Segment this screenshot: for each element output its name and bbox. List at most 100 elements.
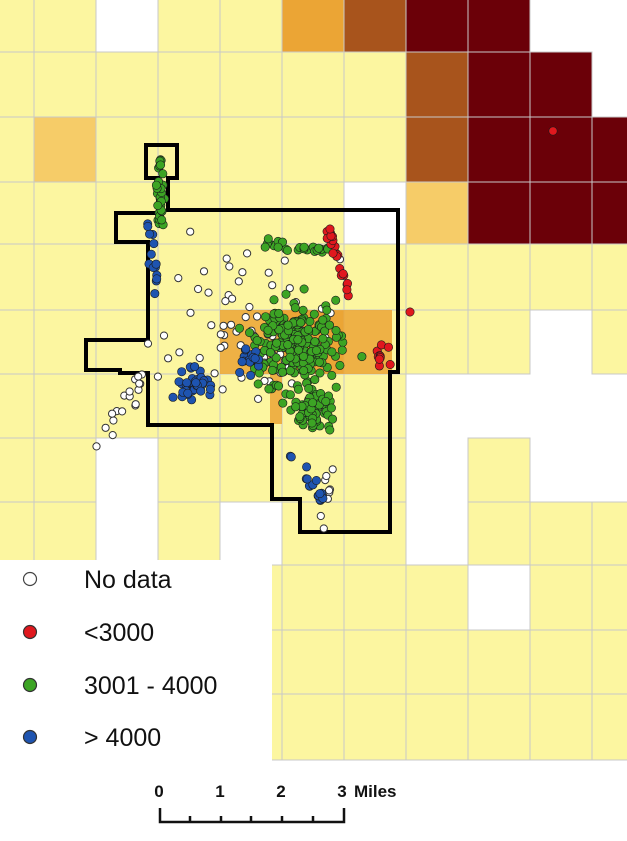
- point-under-3000: [325, 224, 335, 234]
- point-3001-4000: [261, 312, 271, 322]
- scale-tick-label-1: 1: [215, 782, 224, 801]
- point-3001-4000: [282, 245, 292, 255]
- grid-cell: [529, 564, 593, 631]
- grid-cell: [343, 243, 407, 311]
- grid-cell: [405, 564, 469, 631]
- point-3001-4000: [260, 242, 270, 252]
- point-under-3000: [548, 126, 558, 136]
- grid-cell: [281, 0, 345, 53]
- grid-cell: [219, 181, 283, 245]
- grid-cell: [529, 51, 593, 118]
- point-no-data: [238, 268, 247, 277]
- grid-cell: [405, 309, 469, 375]
- point-3001-4000: [314, 357, 324, 367]
- legend-symbol-no-data: [22, 571, 38, 587]
- grid-cell: [0, 243, 35, 311]
- point-3001-4000: [278, 398, 288, 408]
- point-3001-4000: [277, 367, 287, 377]
- grid-cell: [0, 501, 35, 566]
- grid-cell: [529, 243, 593, 311]
- grid-cell: [591, 501, 627, 566]
- point-no-data: [204, 288, 213, 297]
- grid-cell: [343, 116, 407, 183]
- city-boundary: [84, 143, 400, 534]
- point-3001-4000: [273, 242, 283, 252]
- grid-cell: [591, 693, 627, 761]
- point-no-data: [254, 394, 263, 403]
- grid-cell: [467, 181, 531, 245]
- grid-cell: [33, 181, 97, 245]
- grid-cell: [157, 243, 221, 311]
- grid-cell: [467, 437, 531, 503]
- point-no-data: [174, 274, 183, 283]
- grid-cell: [405, 116, 469, 183]
- grid-cell: [591, 309, 627, 375]
- grid-cell: [281, 51, 345, 118]
- point-3001-4000: [295, 412, 305, 422]
- point-no-data: [234, 277, 243, 286]
- point-3001-4000: [274, 381, 284, 391]
- grid-cell: [343, 0, 407, 53]
- grid-cell: [529, 693, 593, 761]
- grid-cell: [467, 0, 531, 53]
- grid-cell: [157, 501, 221, 566]
- grid-cell: [33, 501, 97, 566]
- point-3001-4000: [305, 316, 315, 326]
- point-no-data: [186, 308, 195, 317]
- grid-cell: [0, 0, 35, 53]
- point-no-data: [101, 423, 110, 432]
- grid-cell: [405, 51, 469, 118]
- legend-symbol-over-4000: [22, 729, 38, 745]
- grid-cell: [467, 501, 531, 566]
- point-3001-4000: [299, 242, 309, 252]
- point-no-data: [219, 321, 228, 330]
- grid-cell: [33, 373, 97, 439]
- point-no-data: [253, 312, 262, 321]
- point-3001-4000: [324, 320, 334, 330]
- point-3001-4000: [321, 396, 331, 406]
- grid-cell: [591, 243, 627, 311]
- point-no-data: [195, 353, 204, 363]
- point-3001-4000: [309, 309, 319, 319]
- point-3001-4000: [156, 160, 166, 170]
- point-over-4000: [174, 377, 184, 387]
- grid-cell: [0, 181, 35, 245]
- point-over-4000: [191, 378, 201, 388]
- point-3001-4000: [265, 347, 275, 357]
- point-no-data: [131, 400, 140, 409]
- grid-cell: [405, 243, 469, 311]
- point-over-4000: [246, 370, 256, 380]
- grid-cell: [467, 693, 531, 761]
- point-3001-4000: [267, 365, 277, 375]
- grid-cell: [529, 501, 593, 566]
- grid-cell: [219, 0, 283, 53]
- grid-cell: [343, 437, 407, 503]
- grid-cell: [281, 693, 345, 761]
- point-3001-4000: [318, 315, 328, 325]
- point-over-4000: [286, 452, 296, 462]
- point-no-data: [328, 465, 337, 474]
- point-over-4000: [152, 274, 162, 284]
- point-3001-4000: [303, 324, 313, 334]
- point-3001-4000: [327, 370, 337, 380]
- point-over-4000: [205, 384, 215, 394]
- scale-bar: 0 1 2 3 Miles: [154, 782, 397, 824]
- point-under-3000: [405, 307, 415, 317]
- legend-background: [0, 560, 272, 765]
- grid-cell: [157, 0, 221, 53]
- point-over-4000: [177, 367, 187, 377]
- point-3001-4000: [298, 305, 308, 315]
- scale-tick-label-3: 3: [337, 782, 346, 801]
- point-3001-4000: [322, 305, 332, 315]
- point-no-data: [268, 281, 277, 290]
- grid-cell: [467, 51, 531, 118]
- point-no-data: [225, 262, 234, 271]
- grid-cell: [529, 181, 593, 245]
- point-3001-4000: [337, 345, 347, 355]
- point-no-data: [108, 431, 117, 440]
- legend-item-no-data: No data: [22, 566, 172, 594]
- point-3001-4000: [293, 384, 303, 394]
- point-3001-4000: [357, 352, 367, 362]
- point-3001-4000: [326, 403, 336, 413]
- point-3001-4000: [285, 352, 295, 362]
